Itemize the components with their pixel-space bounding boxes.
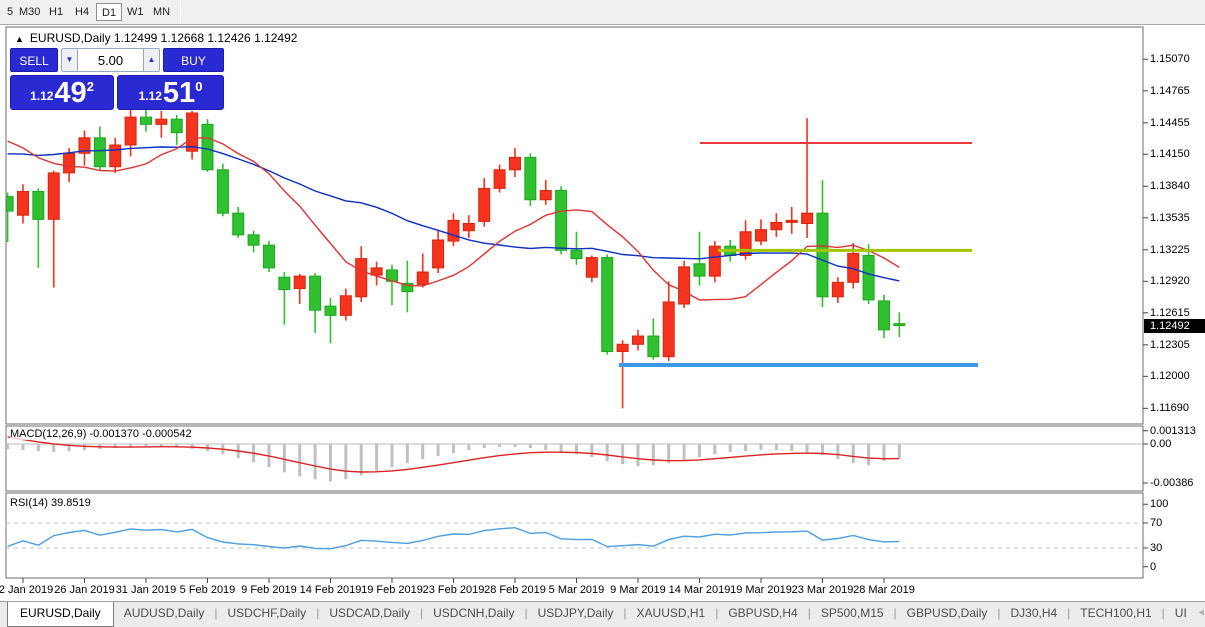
date-axis-label: 28 Feb 2019 — [484, 584, 546, 596]
symbol-tab-sp500[interactable]: SP500,M15 — [820, 606, 884, 620]
symbol-tab-usdjpy[interactable]: USDJPY,Daily — [537, 606, 614, 620]
buy-price-prefix: 1.12 — [138, 89, 162, 103]
symbol-tab-usdchf[interactable]: USDCHF,Daily — [227, 606, 307, 620]
tab-separator: | — [715, 606, 719, 620]
tab-separator: | — [997, 606, 1001, 620]
buy-price-panel[interactable]: 1.12 51 0 — [117, 75, 224, 110]
price-axis-label: 1.14455 — [1150, 116, 1190, 129]
date-axis-label: 19 Feb 2019 — [361, 584, 423, 596]
volume-increase-button[interactable]: ▲ — [143, 48, 160, 72]
macd-axis-label: 0.00 — [1150, 438, 1172, 450]
rsi-axis-label: 100 — [1150, 498, 1169, 511]
macd-label: MACD(12,26,9) -0.001370 -0.000542 — [10, 428, 192, 440]
tab-separator: | — [316, 606, 320, 620]
timeframe-button-h1[interactable]: H1 — [49, 6, 64, 18]
date-axis-label: 19 Mar 2019 — [730, 584, 792, 596]
price-axis-label: 1.14150 — [1150, 148, 1190, 161]
tab-separator: | — [420, 606, 424, 620]
price-axis-label: 1.12920 — [1150, 275, 1190, 288]
volume-input[interactable] — [78, 48, 143, 72]
timeframe-button-m30[interactable]: M30 — [19, 6, 41, 18]
symbol-tab-eurusd[interactable]: EURUSD,Daily — [7, 602, 114, 627]
symbol-tab-tech100[interactable]: TECH100,H1 — [1080, 606, 1152, 620]
price-axis-label: 1.12305 — [1150, 338, 1190, 351]
date-axis-label: 23 Mar 2019 — [791, 584, 854, 596]
date-axis-label: 5 Feb 2019 — [179, 584, 236, 596]
sell-price-panel[interactable]: 1.12 49 2 — [10, 75, 114, 110]
symbol-tab-gbpusd[interactable]: GBPUSD,Daily — [906, 606, 988, 620]
sell-price-prefix: 1.12 — [30, 89, 54, 103]
rsi-axis-label: 70 — [1150, 517, 1163, 529]
volume-decrease-button[interactable]: ▼ — [61, 48, 78, 72]
sell-price-big: 49 — [54, 77, 87, 109]
date-axis-label: 9 Feb 2019 — [241, 584, 297, 596]
toolbar-separator — [180, 2, 181, 22]
chart-title-text: EURUSD,Daily 1.12499 1.12668 1.12426 1.1… — [29, 31, 298, 45]
symbol-tab-bar: EURUSD,Daily AUDUSD,Daily | USDCHF,Daily | US… — [0, 601, 1205, 627]
symbol-tab-usdcnh[interactable]: USDCNH,Daily — [433, 606, 515, 620]
date-axis-label: 14 Feb 2019 — [299, 584, 362, 596]
symbol-tab-list: EURUSD,Daily AUDUSD,Daily | USDCHF,Daily | US… — [0, 602, 1197, 627]
date-axis-label: 31 Jan 2019 — [115, 584, 177, 596]
timeframe-button-d1[interactable]: D1 — [96, 3, 123, 21]
timeframe-button-w1[interactable]: W1 — [127, 6, 144, 18]
price-axis-label: 1.13225 — [1150, 243, 1190, 256]
tab-scroll-left-icon[interactable]: ◄ — [1196, 607, 1205, 617]
macd-axis-label: 0.001313 — [1150, 424, 1196, 437]
tab-separator: | — [623, 606, 627, 620]
symbol-tab-audusd[interactable]: AUDUSD,Daily — [123, 606, 205, 620]
price-axis-label: 1.11690 — [1150, 402, 1189, 415]
tab-separator: | — [1161, 606, 1165, 620]
macd-axis-label: -0.00386 — [1150, 477, 1194, 489]
buy-price-sup: 0 — [195, 79, 203, 94]
symbol-tab-gbpusd[interactable]: GBPUSD,H4 — [728, 606, 798, 620]
rsi-label: RSI(14) 39.8519 — [10, 497, 91, 509]
collapse-triangle-icon[interactable]: ▲ — [15, 34, 24, 44]
tab-separator: | — [807, 606, 811, 620]
buy-button[interactable]: BUY — [163, 48, 224, 72]
date-axis-label: 22 Jan 2019 — [0, 584, 54, 596]
sell-price-sup: 2 — [86, 79, 94, 94]
price-axis-label: 1.14765 — [1150, 84, 1190, 97]
price-axis-label: 1.13840 — [1150, 180, 1190, 193]
symbol-tab-dj30[interactable]: DJ30,H4 — [1010, 606, 1058, 620]
price-axis-label: 1.15070 — [1150, 53, 1190, 66]
date-axis-label: 23 Feb 2019 — [422, 584, 485, 596]
timeframe-button-mn[interactable]: MN — [153, 6, 171, 18]
date-axis-label: 5 Mar 2019 — [548, 584, 605, 596]
date-axis-label: 28 Mar 2019 — [853, 584, 915, 596]
timeframe-button-5[interactable]: 5 — [7, 6, 14, 18]
symbol-tab-xauusd[interactable]: XAUUSD,H1 — [636, 606, 706, 620]
timeframe-toolbar: 5 M30 H1 H4 D1 W1 MN — [0, 0, 1205, 25]
date-axis-label: 26 Jan 2019 — [54, 584, 115, 596]
tab-separator: | — [214, 606, 218, 620]
current-price-tag: 1.12492 — [1144, 318, 1205, 333]
tab-separator: | — [893, 606, 897, 620]
price-axis-label: 1.13535 — [1150, 211, 1190, 224]
date-axis-label: 9 Mar 2019 — [610, 584, 666, 596]
price-axis-label: 1.12000 — [1150, 370, 1190, 383]
tab-separator: | — [1067, 606, 1071, 620]
buy-price-big: 51 — [162, 77, 196, 109]
date-axis-label: 14 Mar 2019 — [668, 584, 731, 596]
symbol-tab-ui[interactable]: UI — [1174, 606, 1187, 620]
price-axis-label: 1.12615 — [1150, 306, 1190, 319]
timeframe-button-h4[interactable]: H4 — [75, 6, 90, 18]
rsi-axis-label: 0 — [1150, 560, 1157, 573]
one-click-trade-panel: SELL ▼ ▲ BUY 1.12 49 2 1.12 51 0 — [10, 48, 224, 110]
tab-separator: | — [524, 606, 528, 620]
chart-title: ▲ EURUSD,Daily 1.12499 1.12668 1.12426 1.… — [12, 31, 301, 45]
rsi-axis-label: 30 — [1150, 542, 1163, 554]
symbol-tab-usdcad[interactable]: USDCAD,Daily — [329, 606, 410, 620]
sell-button[interactable]: SELL — [10, 48, 58, 72]
tab-scroll-arrows: ◄ ► — [1197, 602, 1205, 617]
